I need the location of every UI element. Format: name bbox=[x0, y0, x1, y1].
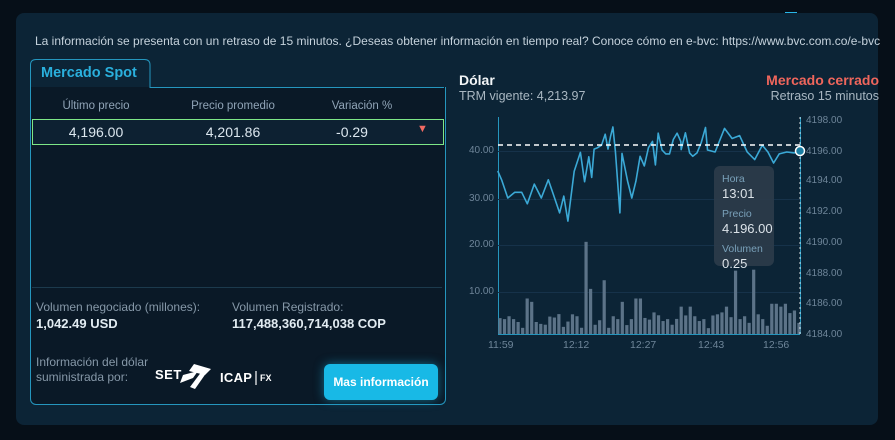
svg-text:FX: FX bbox=[260, 373, 272, 383]
svg-text:ICAP: ICAP bbox=[220, 370, 252, 385]
svg-text:SET: SET bbox=[155, 367, 182, 382]
